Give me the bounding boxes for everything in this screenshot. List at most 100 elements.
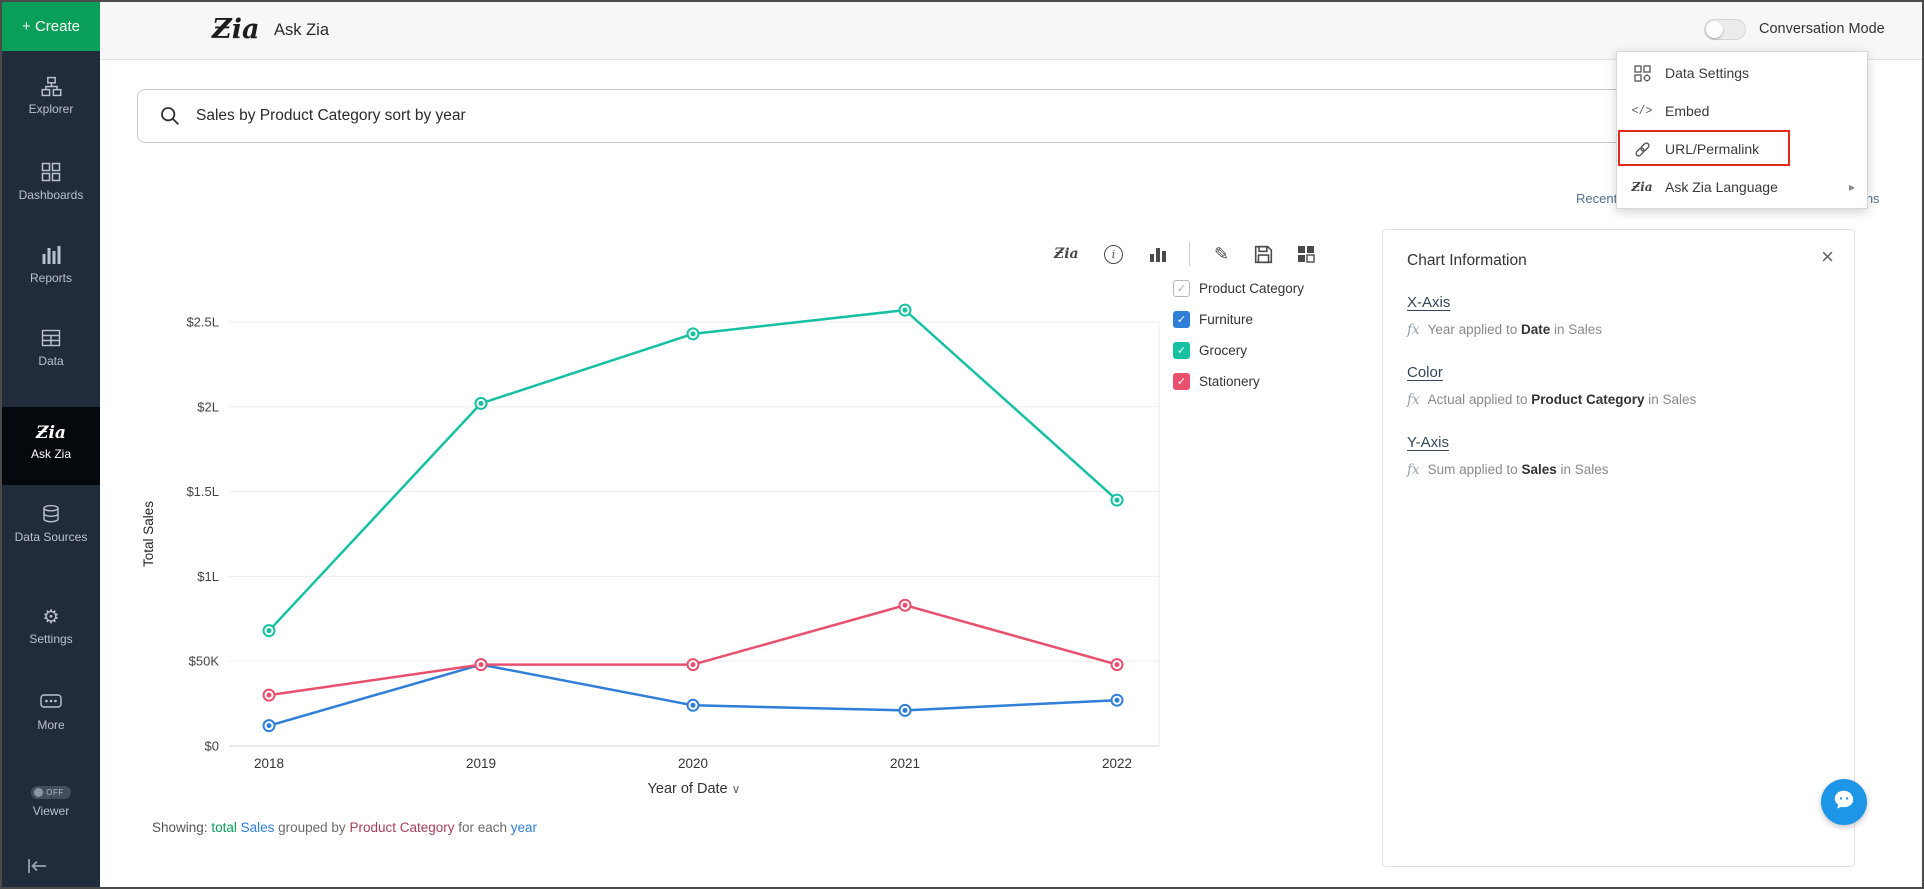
sidebar-item-reports[interactable]: Reports xyxy=(2,243,100,288)
showing-aggregate[interactable]: total xyxy=(211,820,237,835)
sidebar-item-data[interactable]: Data xyxy=(2,326,100,371)
svg-text:2018: 2018 xyxy=(254,756,284,771)
toggle-knob xyxy=(1706,21,1723,38)
showing-text: grouped by xyxy=(274,820,350,835)
create-button[interactable]: + Create xyxy=(2,2,100,51)
svg-text:2022: 2022 xyxy=(1102,756,1132,771)
info-icon[interactable]: i xyxy=(1104,240,1123,268)
legend-item-grocery[interactable]: ✓ Grocery xyxy=(1173,338,1304,362)
ask-zia-search-bar[interactable] xyxy=(137,89,1863,143)
legend-item-furniture[interactable]: ✓ Furniture xyxy=(1173,307,1304,331)
zia-chat-button[interactable] xyxy=(1821,779,1867,825)
close-icon[interactable]: × xyxy=(1821,244,1834,269)
section-x-axis[interactable]: X-Axis xyxy=(1407,294,1451,311)
collapse-sidebar-icon[interactable] xyxy=(26,858,48,879)
link-icon xyxy=(1631,141,1653,158)
svg-text:2020: 2020 xyxy=(678,756,708,771)
svg-text:$1L: $1L xyxy=(197,569,219,584)
zia-logo-icon: Ƶia xyxy=(1631,180,1653,194)
reports-icon xyxy=(6,245,96,269)
x-axis-detail: fx Year applied to Date in Sales xyxy=(1407,322,1602,338)
viewer-off-toggle-icon[interactable]: OFF xyxy=(31,786,71,799)
explorer-icon xyxy=(6,76,96,100)
legend-checkbox-icon[interactable]: ✓ xyxy=(1173,279,1190,297)
toolbar-divider xyxy=(1189,242,1190,266)
legend-checkbox-icon[interactable]: ✓ xyxy=(1173,372,1190,390)
zia-insights-icon[interactable]: Ƶia xyxy=(1054,246,1079,262)
sidebar-item-label: More xyxy=(37,718,65,732)
dashboards-icon xyxy=(6,162,96,186)
conversation-mode-toggle[interactable] xyxy=(1704,19,1746,40)
submenu-chevron-right-icon: ▸ xyxy=(1848,180,1855,194)
showing-measure[interactable]: Sales xyxy=(236,820,275,835)
edit-pencil-icon[interactable]: ✎ xyxy=(1214,243,1230,264)
legend-title-row[interactable]: ✓ Product Category xyxy=(1173,276,1304,300)
sidebar-item-label: Dashboards xyxy=(18,188,84,202)
menu-item-data-settings[interactable]: Data Settings xyxy=(1617,54,1867,92)
legend-checkbox-icon[interactable]: ✓ xyxy=(1173,310,1190,328)
layout-grid-icon[interactable] xyxy=(1297,240,1315,268)
sidebar-item-more[interactable]: More xyxy=(2,690,100,735)
svg-text:$50K: $50K xyxy=(189,654,220,669)
chart-legend: ✓ Product Category ✓ Furniture ✓ Grocery… xyxy=(1173,276,1304,400)
x-axis-field-dropdown[interactable]: Year of Date ∨ xyxy=(554,781,834,797)
section-y-axis[interactable]: Y-Axis xyxy=(1407,434,1449,451)
menu-item-label: Embed xyxy=(1665,103,1710,119)
menu-item-ask-zia-language[interactable]: Ƶia Ask Zia Language ▸ xyxy=(1617,168,1867,206)
zia-logo-icon: Ƶia xyxy=(36,423,66,443)
legend-title: Product Category xyxy=(1199,280,1305,296)
menu-item-label: Ask Zia Language xyxy=(1665,179,1778,195)
sidebar-item-explorer[interactable]: Explorer xyxy=(2,74,100,119)
sidebar-item-settings[interactable]: ⚙ Settings xyxy=(2,604,100,649)
menu-item-embed[interactable]: </> Embed xyxy=(1617,92,1867,130)
legend-label: Grocery xyxy=(1199,342,1248,358)
showing-dimension[interactable]: Product Category xyxy=(349,820,455,835)
y-axis-detail: fx Sum applied to Sales in Sales xyxy=(1407,462,1609,478)
sidebar-item-label: Ask Zia xyxy=(30,447,71,461)
svg-text:$1.5L: $1.5L xyxy=(186,484,219,499)
conversation-mode-label: Conversation Mode xyxy=(1759,21,1885,37)
svg-text:2021: 2021 xyxy=(890,756,920,771)
legend-checkbox-icon[interactable]: ✓ xyxy=(1173,341,1190,359)
sidebar-item-viewer[interactable]: OFF Viewer xyxy=(2,782,100,821)
showing-text: for each xyxy=(454,820,511,835)
more-icon xyxy=(6,692,96,716)
sidebar-item-label: Reports xyxy=(29,271,73,285)
data-settings-icon xyxy=(1631,64,1653,82)
svg-text:$2.5L: $2.5L xyxy=(186,315,219,330)
gear-icon: ⚙ xyxy=(42,607,60,628)
top-header: Ƶia Ask Zia Conversation Mode ⚙ ? xyxy=(100,2,1922,60)
menu-item-url-permalink[interactable]: URL/Permalink xyxy=(1617,130,1867,168)
chat-bubble-icon xyxy=(1831,787,1857,818)
data-table-icon xyxy=(6,328,96,352)
x-axis-title: Year of Date xyxy=(647,781,728,797)
chevron-down-icon: ∨ xyxy=(731,782,741,796)
sidebar-item-label: Explorer xyxy=(28,102,74,116)
menu-item-label: URL/Permalink xyxy=(1665,141,1760,157)
data-sources-icon xyxy=(6,504,96,528)
sidebar: + Create Explorer Dashboards Reports Dat… xyxy=(2,2,100,887)
svg-text:$0: $0 xyxy=(205,739,219,754)
menu-item-label: Data Settings xyxy=(1665,65,1750,81)
page-title: Ask Zia xyxy=(274,21,330,39)
showing-label: Showing: xyxy=(152,820,208,835)
sidebar-item-label: Viewer xyxy=(32,804,70,818)
zia-logo-icon: Ƶia xyxy=(212,14,260,45)
chart-information-panel: Chart Information × X-Axis fx Year appli… xyxy=(1382,229,1855,867)
embed-code-icon: </> xyxy=(1631,104,1653,118)
save-icon[interactable] xyxy=(1254,240,1273,268)
legend-item-stationery[interactable]: ✓ Stationery xyxy=(1173,369,1304,393)
line-chart: $0 $50K $1L $1.5L $2L $2.5L 2018 2019 2020 2021 20… xyxy=(141,303,1160,771)
sidebar-item-ask-zia[interactable]: Ƶia Ask Zia xyxy=(2,407,100,485)
sidebar-item-data-sources[interactable]: Data Sources xyxy=(2,502,100,547)
function-icon: fx xyxy=(1407,462,1420,478)
color-detail: fx Actual applied to Product Category in… xyxy=(1407,392,1697,408)
panel-title: Chart Information xyxy=(1407,252,1527,269)
chart-type-icon[interactable] xyxy=(1148,240,1168,268)
showing-period[interactable]: year xyxy=(510,820,538,835)
sidebar-item-dashboards[interactable]: Dashboards xyxy=(2,160,100,205)
search-input[interactable] xyxy=(196,107,1862,125)
sidebar-item-label: Data xyxy=(38,354,64,368)
section-color[interactable]: Color xyxy=(1407,364,1443,381)
svg-text:$2L: $2L xyxy=(197,399,219,414)
